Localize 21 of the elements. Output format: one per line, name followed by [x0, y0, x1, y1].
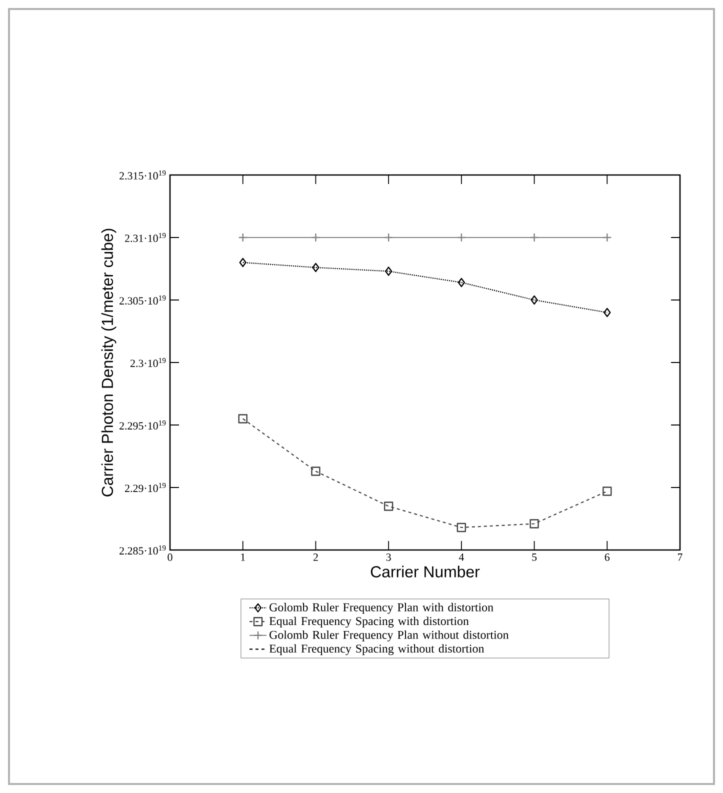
y-tick-label: 2.285·10$^{19}$	[120, 545, 166, 555]
x-tick-label: 0	[168, 554, 172, 561]
legend-label: Equal Frequency Spacing without distortion	[269, 644, 484, 656]
x-tick-label: 4	[458, 554, 464, 561]
y-tick-label: 2.315·10$^{19}$	[120, 170, 166, 180]
legend-label: Equal Frequency Spacing with distortion	[269, 616, 469, 628]
x-axis-title: Carrier Number	[370, 566, 480, 578]
x-tick-label: 5	[532, 554, 537, 561]
y-axis-title: Carrier Photon Density (1/meter cube)	[101, 228, 116, 496]
x-tick-label: 7	[678, 554, 682, 561]
y-tick-label: 2.305·10$^{19}$	[120, 295, 166, 305]
y-tick-label: 2.31·10$^{19}$	[125, 232, 166, 242]
x-tick-label: 1	[241, 554, 245, 561]
x-tick-label: 3	[386, 554, 391, 561]
y-tick-label: 2.295·10$^{19}$	[120, 420, 166, 430]
legend-label: Golomb Ruler Frequency Plan with distortion	[270, 602, 494, 614]
y-tick-label: 2.3·10$^{19}$	[130, 358, 166, 368]
x-tick-label: 6	[604, 554, 610, 561]
y-tick-label: 2.29·10$^{19}$	[125, 482, 166, 492]
x-tick-label: 2	[313, 554, 318, 561]
legend-label: Golomb Ruler Frequency Plan without distortion	[270, 630, 509, 642]
